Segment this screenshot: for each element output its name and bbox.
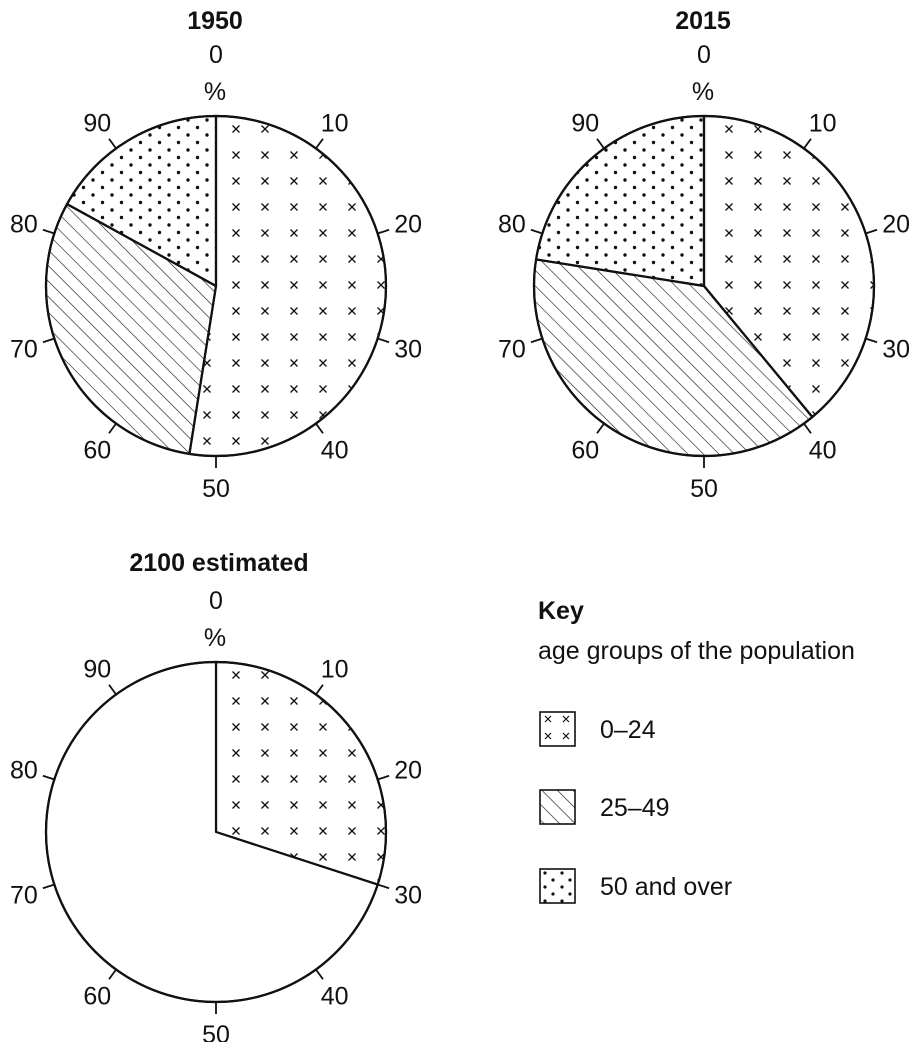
tick-mark-80 bbox=[42, 774, 56, 781]
tick-label-10: 10 bbox=[321, 110, 349, 138]
pie-chart-1950: 1950 % 0 10 20 30 40 50 60 70 80 90 bbox=[10, 7, 422, 503]
tick-mark-20 bbox=[376, 228, 390, 235]
tick-label-70: 70 bbox=[10, 335, 38, 363]
tick-label-30: 30 bbox=[394, 881, 422, 909]
tick-label-20: 20 bbox=[394, 211, 422, 239]
pie-slice-50-and-over bbox=[534, 114, 706, 288]
tick-mark-60 bbox=[596, 422, 606, 434]
tick-mark-60 bbox=[108, 968, 118, 980]
tick-label-50: 50 bbox=[202, 475, 230, 503]
legend: Key age groups of the population 0–24 25… bbox=[538, 597, 855, 904]
tick-label-30: 30 bbox=[394, 335, 422, 363]
tick-mark-30 bbox=[376, 883, 390, 890]
legend-label-25-49: 25–49 bbox=[600, 794, 670, 822]
percent-symbol: % bbox=[204, 624, 226, 652]
tick-mark-90 bbox=[108, 138, 118, 150]
tick-label-80: 80 bbox=[10, 211, 38, 239]
tick-label-0: 0 bbox=[697, 41, 711, 69]
pie-slices bbox=[44, 660, 388, 1004]
tick-mark-80 bbox=[42, 228, 56, 235]
percent-symbol: % bbox=[204, 78, 226, 106]
pie-title: 1950 bbox=[187, 7, 243, 35]
tick-label-90: 90 bbox=[83, 110, 111, 138]
tick-mark-10 bbox=[802, 138, 812, 150]
pie-ticks bbox=[530, 138, 878, 468]
tick-mark-20 bbox=[376, 774, 390, 781]
tick-label-60: 60 bbox=[83, 982, 111, 1010]
tick-mark-10 bbox=[314, 138, 324, 150]
pie-title: 2015 bbox=[675, 7, 731, 35]
tick-label-40: 40 bbox=[321, 436, 349, 464]
tick-label-90: 90 bbox=[83, 656, 111, 684]
tick-mark-70 bbox=[42, 883, 56, 890]
tick-label-20: 20 bbox=[394, 757, 422, 785]
tick-label-50: 50 bbox=[202, 1021, 230, 1042]
tick-mark-10 bbox=[314, 684, 324, 696]
tick-mark-40 bbox=[802, 422, 812, 434]
tick-label-80: 80 bbox=[498, 211, 526, 239]
tick-mark-40 bbox=[314, 968, 324, 980]
tick-mark-80 bbox=[530, 228, 544, 235]
tick-label-0: 0 bbox=[209, 587, 223, 615]
pie-slices bbox=[44, 114, 388, 458]
pie-ticks bbox=[42, 138, 390, 468]
pie-tick-labels: 0 10 20 30 40 50 60 70 80 90 bbox=[10, 587, 422, 1042]
tick-mark-70 bbox=[42, 337, 56, 344]
pie-chart-2100-estimated: 2100 estimated % 0 10 20 30 40 50 60 70 … bbox=[10, 549, 422, 1042]
percent-symbol: % bbox=[692, 78, 714, 106]
pie-ticks bbox=[42, 684, 390, 1014]
tick-mark-20 bbox=[864, 228, 878, 235]
tick-label-70: 70 bbox=[498, 335, 526, 363]
pie-chart-2015: 2015 % 0 10 20 30 40 50 60 70 80 90 bbox=[498, 7, 910, 503]
tick-label-60: 60 bbox=[571, 436, 599, 464]
tick-label-10: 10 bbox=[321, 656, 349, 684]
pie-tick-labels: 0 10 20 30 40 50 60 70 80 90 bbox=[10, 41, 422, 503]
pie-title: 2100 estimated bbox=[129, 549, 308, 577]
tick-mark-40 bbox=[314, 422, 324, 434]
tick-label-60: 60 bbox=[83, 436, 111, 464]
pie-slices bbox=[532, 114, 876, 458]
tick-mark-30 bbox=[376, 337, 390, 344]
tick-label-10: 10 bbox=[809, 110, 837, 138]
tick-mark-30 bbox=[864, 337, 878, 344]
legend-label-50-and-over: 50 and over bbox=[600, 873, 732, 901]
tick-mark-60 bbox=[108, 422, 118, 434]
tick-label-50: 50 bbox=[690, 475, 718, 503]
tick-label-20: 20 bbox=[882, 211, 910, 239]
pie-slice-0-24 bbox=[188, 114, 388, 458]
tick-label-40: 40 bbox=[809, 436, 837, 464]
tick-label-80: 80 bbox=[10, 757, 38, 785]
tick-mark-90 bbox=[596, 138, 606, 150]
tick-label-70: 70 bbox=[10, 881, 38, 909]
legend-label-0-24: 0–24 bbox=[600, 716, 656, 744]
legend-title: Key bbox=[538, 597, 584, 625]
tick-mark-70 bbox=[530, 337, 544, 344]
tick-label-90: 90 bbox=[571, 110, 599, 138]
tick-mark-90 bbox=[108, 684, 118, 696]
legend-swatch-0-24 bbox=[539, 711, 576, 747]
pie-tick-labels: 0 10 20 30 40 50 60 70 80 90 bbox=[498, 41, 910, 503]
legend-swatch-25-49 bbox=[539, 789, 576, 825]
legend-subtitle: age groups of the population bbox=[538, 637, 855, 665]
tick-label-40: 40 bbox=[321, 982, 349, 1010]
tick-label-30: 30 bbox=[882, 335, 910, 363]
tick-label-0: 0 bbox=[209, 41, 223, 69]
legend-swatch-50-and-over bbox=[539, 868, 576, 904]
